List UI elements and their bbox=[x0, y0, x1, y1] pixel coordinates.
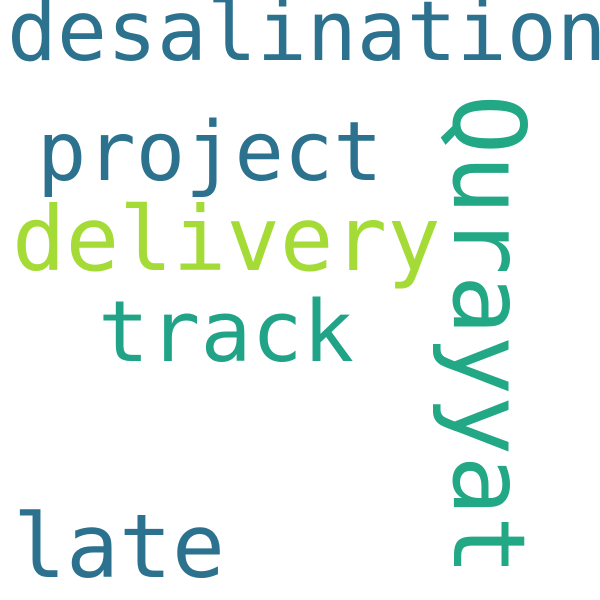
word-qurayyat: Qurayyat bbox=[429, 94, 547, 576]
word-desalination: desalination bbox=[7, 0, 600, 80]
word-project: project bbox=[37, 105, 383, 200]
word-delivery: delivery bbox=[12, 187, 441, 291]
word-late: late bbox=[13, 495, 225, 598]
word-track: track bbox=[98, 283, 354, 382]
